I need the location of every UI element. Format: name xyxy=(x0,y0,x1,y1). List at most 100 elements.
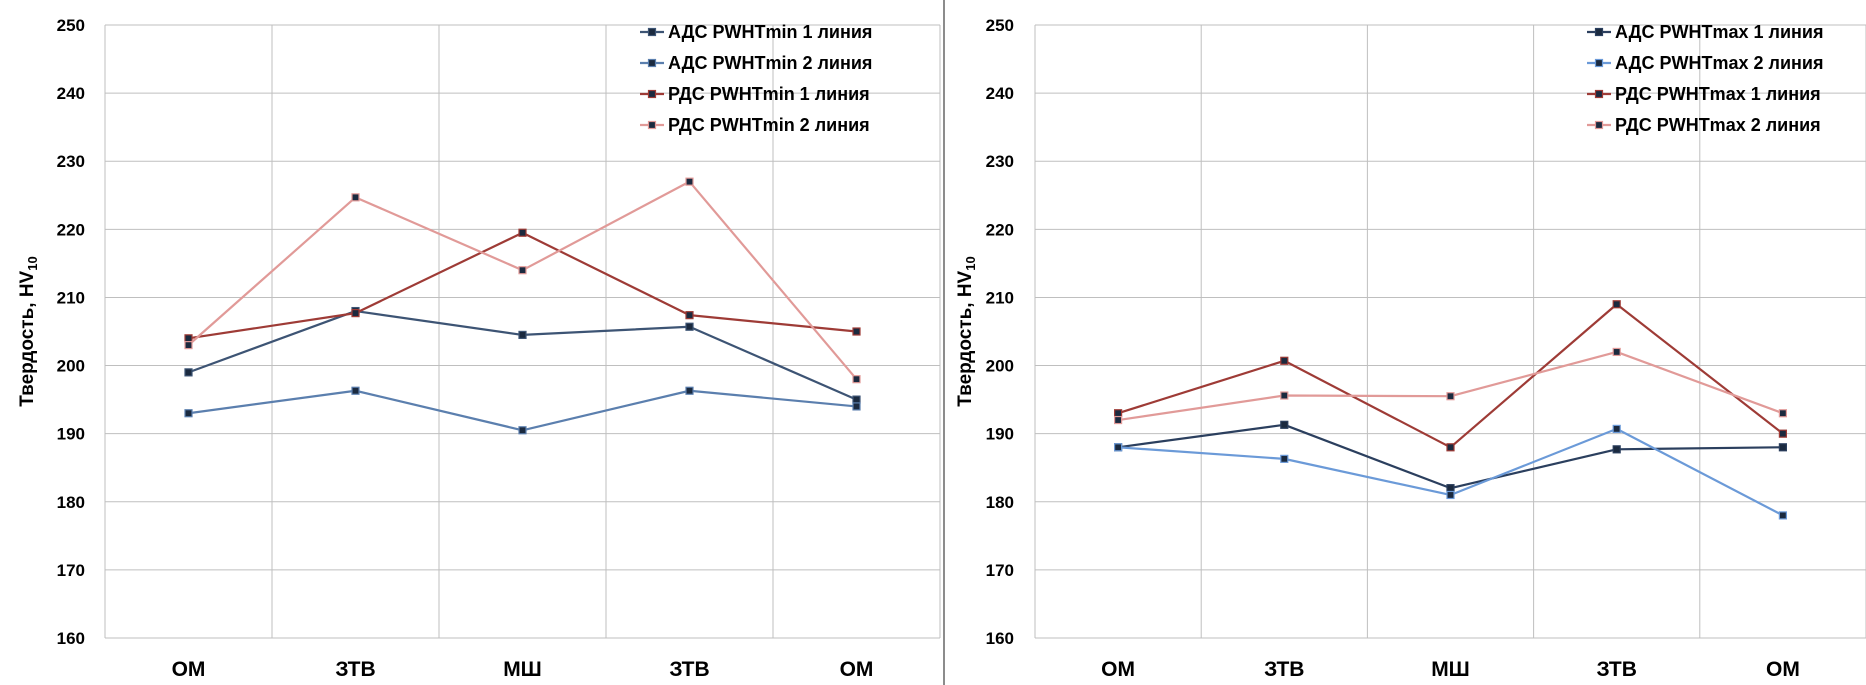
x-tick-label: ЗТВ xyxy=(335,658,375,681)
data-point xyxy=(184,334,193,343)
data-point xyxy=(1114,409,1123,418)
y-tick-label: 200 xyxy=(986,357,1014,376)
data-point xyxy=(852,375,861,384)
series-3 xyxy=(184,228,861,343)
data-point xyxy=(1446,484,1455,493)
data-point xyxy=(852,395,861,404)
data-point xyxy=(1446,392,1455,401)
y-tick-label: 240 xyxy=(57,84,85,103)
series-1 xyxy=(184,306,861,404)
y-tick-label: 210 xyxy=(986,288,1014,307)
series-4 xyxy=(184,177,861,384)
data-point xyxy=(852,402,861,411)
series-2 xyxy=(184,386,861,435)
series-line xyxy=(1118,427,1784,517)
legend-item: РДС PWHTmax 1 линия xyxy=(1587,84,1821,104)
y-axis-title-main: Твердость, HV xyxy=(17,270,38,406)
y-tick-label: 170 xyxy=(986,561,1014,580)
legend-label: РДС PWHTmax 1 линия xyxy=(1615,84,1821,104)
y-tick-label: 220 xyxy=(986,220,1014,239)
legend-swatch-marker xyxy=(1594,58,1604,68)
chart-panel-right: 160 170 180 190 200 210 220 230 240 250 ОМ ЗТВ МШ ЗТВ… xyxy=(947,0,1866,685)
data-point xyxy=(1612,347,1621,357)
data-point xyxy=(518,266,527,275)
y-tick-label: 230 xyxy=(986,152,1014,171)
data-point xyxy=(1280,391,1289,400)
data-point xyxy=(1280,454,1289,463)
y-tick-label: 160 xyxy=(986,629,1014,648)
y-axis-title: Твердость, HV10 xyxy=(17,256,40,406)
x-tick-label: ОМ xyxy=(1766,658,1800,681)
legend-item: РДС PWHTmin 1 линия xyxy=(640,84,870,104)
y-tick-label: 180 xyxy=(57,493,85,512)
data-point xyxy=(1612,300,1621,309)
legend-label: РДС PWHTmax 2 линия xyxy=(1615,115,1821,135)
data-point xyxy=(351,309,360,318)
legend-item: РДС PWHTmax 2 линия xyxy=(1587,115,1821,135)
series-2 xyxy=(1114,424,1788,520)
data-point xyxy=(685,311,694,320)
data-point xyxy=(518,330,527,340)
grid xyxy=(1034,24,1866,639)
legend: АДС PWHTmin 1 линия АДС PWHTmin 2 линия РД… xyxy=(640,22,872,135)
data-point xyxy=(184,409,193,418)
legend-swatch-marker xyxy=(647,89,657,99)
legend-item: АДС PWHTmin 1 линия xyxy=(640,22,872,42)
data-point xyxy=(1446,443,1455,452)
y-tick-label: 210 xyxy=(57,288,85,307)
data-point xyxy=(685,322,694,331)
data-point xyxy=(1446,490,1455,500)
data-point xyxy=(1778,429,1788,438)
data-point xyxy=(685,177,694,186)
series-4 xyxy=(1114,347,1788,425)
data-point xyxy=(184,368,193,377)
legend-swatch-marker xyxy=(1594,120,1604,130)
y-axis-title-sub: 10 xyxy=(25,256,40,270)
legend-label: АДС PWHTmax 1 линия xyxy=(1615,22,1823,42)
x-tick-label: ЗТВ xyxy=(1597,658,1637,681)
y-tick-label: 230 xyxy=(57,152,85,171)
x-tick-label: МШ xyxy=(1431,658,1470,681)
y-tick-label: 190 xyxy=(57,425,85,444)
series-1 xyxy=(1114,420,1788,493)
series-line xyxy=(188,231,857,340)
data-point xyxy=(852,327,861,336)
series-line xyxy=(187,180,858,380)
chart-right: 160 170 180 190 200 210 220 230 240 250 ОМ ЗТВ МШ ЗТВ… xyxy=(955,16,1866,681)
data-point xyxy=(1612,424,1621,433)
data-point xyxy=(685,386,694,395)
y-tick-label: 220 xyxy=(57,220,85,239)
series-line xyxy=(188,389,857,432)
legend-label: АДС PWHTmin 2 линия xyxy=(668,53,872,73)
x-tick-label: ЗТВ xyxy=(1264,658,1304,681)
x-tick-label: ОМ xyxy=(172,658,206,681)
series-line xyxy=(1117,423,1783,490)
y-axis-title-sub: 10 xyxy=(963,256,978,270)
legend: АДС PWHTmax 1 линия АДС PWHTmax 2 линия РД… xyxy=(1587,22,1823,135)
y-tick-label: 190 xyxy=(986,425,1014,444)
data-point xyxy=(351,193,360,202)
data-point xyxy=(1612,445,1621,454)
data-point xyxy=(1114,415,1123,425)
legend-label: АДС PWHTmax 2 линия xyxy=(1615,53,1823,73)
chart-left: 160 170 180 190 200 210 220 230 240 250 ОМ ЗТВ МШ ЗТВ… xyxy=(17,16,941,681)
x-tick-label: МШ xyxy=(503,658,542,681)
legend-swatch-marker xyxy=(647,58,657,68)
series-3 xyxy=(1114,300,1788,452)
y-tick-label: 250 xyxy=(986,16,1014,35)
y-tick-label: 240 xyxy=(986,84,1014,103)
legend-label: АДС PWHTmin 1 линия xyxy=(668,22,872,42)
data-point xyxy=(1778,409,1788,418)
y-tick-label: 250 xyxy=(57,16,85,35)
y-axis-title-main: Твердость, HV xyxy=(955,270,976,406)
legend-label: РДС PWHTmin 1 линия xyxy=(668,84,870,104)
data-point xyxy=(1778,443,1788,452)
x-tick-label: ЗТВ xyxy=(669,658,709,681)
series-line xyxy=(188,309,857,401)
chart-panel-left: 160 170 180 190 200 210 220 230 240 250 ОМ ЗТВ МШ ЗТВ… xyxy=(17,0,945,685)
legend-item: РДС PWHTmin 2 линия xyxy=(640,115,870,135)
legend-swatch-marker xyxy=(1594,89,1604,99)
legend-label: РДС PWHTmin 2 линия xyxy=(668,115,870,135)
data-point xyxy=(1778,511,1788,520)
y-tick-label: 170 xyxy=(57,561,85,580)
